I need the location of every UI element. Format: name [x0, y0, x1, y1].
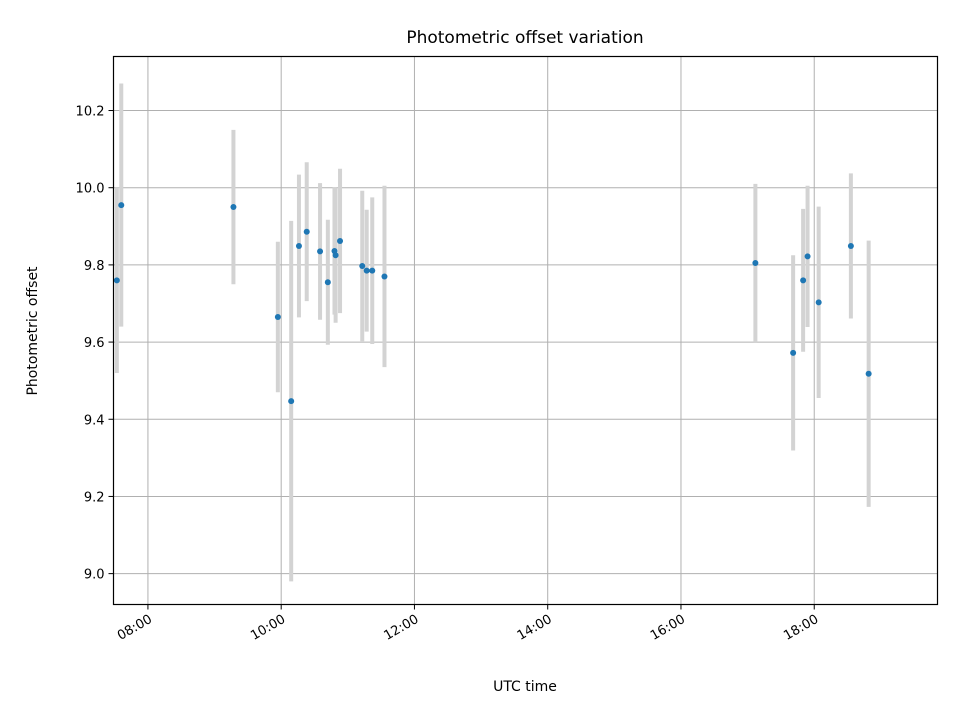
x-tick-label: 16:00: [648, 612, 688, 644]
grid: [113, 56, 938, 605]
x-tick-label: 08:00: [115, 612, 155, 644]
errorbars: [114, 83, 871, 582]
data-point: [113, 277, 120, 284]
data-point: [332, 252, 339, 259]
data-point: [317, 248, 324, 255]
data-point: [295, 242, 302, 249]
y-tick-label: 10.0: [76, 182, 105, 197]
y-tick-label: 9.2: [84, 490, 105, 505]
data-point: [815, 299, 822, 306]
data-point: [804, 253, 811, 260]
x-tick-label: 10:00: [248, 612, 288, 644]
x-tick-label: 14:00: [515, 612, 555, 644]
data-point: [118, 202, 125, 209]
data-point: [230, 204, 237, 211]
plot-frame: [112, 55, 939, 606]
data-point: [303, 228, 310, 235]
data-point: [359, 263, 366, 270]
data-point: [800, 277, 807, 284]
y-axis-title: Photometric offset: [25, 266, 41, 396]
data-points: [113, 202, 872, 405]
data-point: [324, 279, 331, 286]
x-axis-title: UTC time: [493, 679, 557, 695]
chart-title: Photometric offset variation: [406, 28, 643, 48]
data-point: [865, 370, 872, 377]
y-tick-label: 10.2: [76, 105, 105, 120]
data-point: [363, 267, 370, 274]
data-point: [752, 259, 759, 266]
x-tick-label: 18:00: [781, 612, 821, 644]
data-point: [337, 237, 344, 244]
x-axis-ticks: 08:00 10:00 12:00 14:00 16:00 18:00: [115, 604, 821, 644]
data-point: [381, 273, 388, 280]
data-point: [847, 242, 854, 249]
y-axis-ticks: 9.0 9.2 9.4 9.6 9.8 10.0 10.2: [76, 105, 114, 583]
data-point: [288, 398, 295, 405]
data-point: [274, 313, 281, 320]
data-point: [790, 349, 797, 356]
y-tick-label: 9.8: [84, 259, 105, 274]
data-point: [369, 267, 376, 274]
y-tick-label: 9.0: [84, 568, 105, 583]
y-tick-label: 9.6: [84, 336, 105, 351]
y-tick-label: 9.4: [84, 413, 105, 428]
x-tick-label: 12:00: [381, 612, 421, 644]
